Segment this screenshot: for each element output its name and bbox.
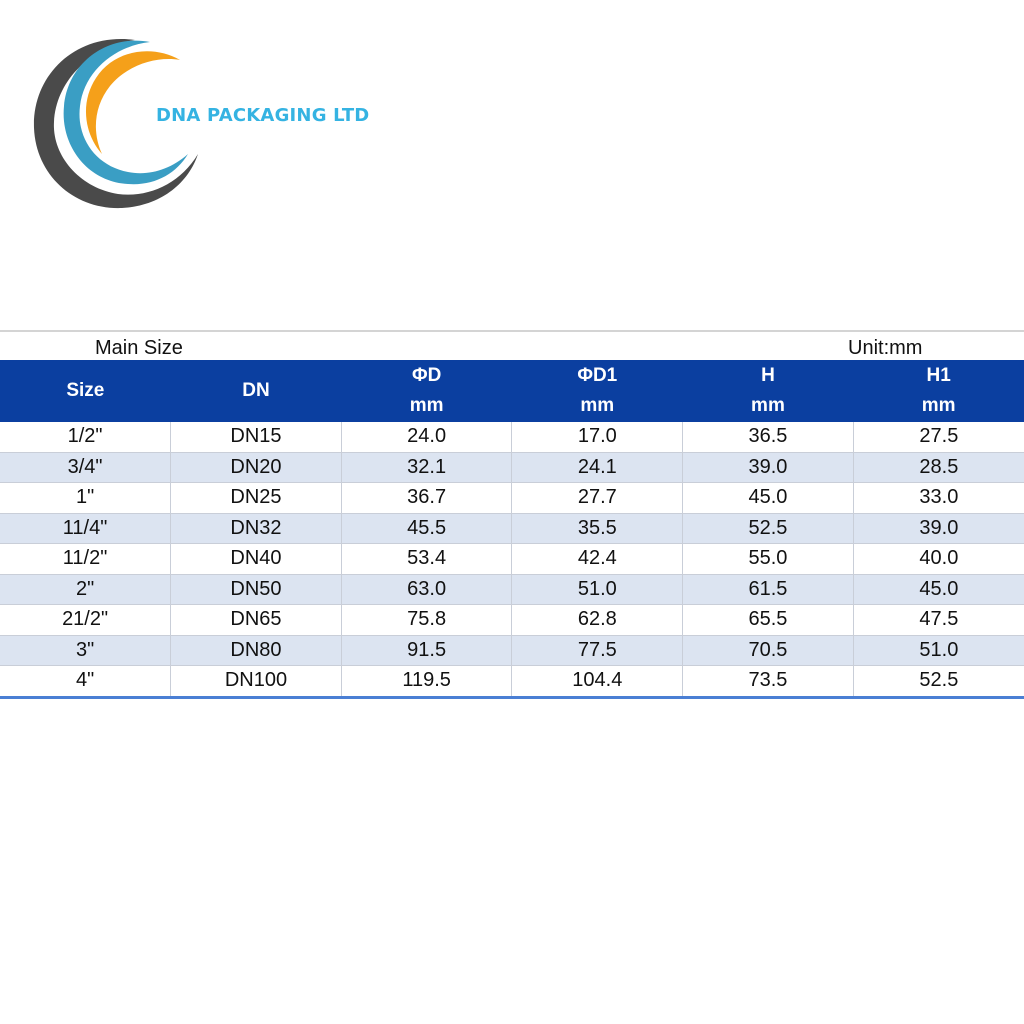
table-header-row: Size DN ΦD mm ΦD1 mm H mm H1 <box>0 360 1024 422</box>
cell-outer-diameter: 119.5 <box>340 665 512 697</box>
cell-height: 73.5 <box>682 665 854 697</box>
cell-height-h1: 39.0 <box>852 513 1024 544</box>
cell-height: 70.5 <box>682 635 854 666</box>
cell-dn: DN80 <box>170 635 342 666</box>
cell-height-h1: 52.5 <box>852 665 1024 697</box>
cell-height: 36.5 <box>682 422 854 452</box>
cell-size: 11/4" <box>62 516 108 539</box>
cell-height-h1: 40.0 <box>852 543 1024 574</box>
header-label: H1 <box>926 365 951 386</box>
cell-size: 3/4" <box>67 455 103 478</box>
cell-outer-diameter: 91.5 <box>340 635 512 666</box>
cell-outer-diameter: 63.0 <box>340 574 512 605</box>
cell-dn: DN32 <box>170 513 342 544</box>
cell-height: 61.5 <box>682 574 854 605</box>
header-unit: mm <box>409 395 444 416</box>
cell-height: 55.0 <box>682 543 854 574</box>
cell-dn: DN65 <box>170 604 342 635</box>
header-label: Size <box>66 380 105 401</box>
brand-name: DNA PACKAGING LTD <box>156 105 370 126</box>
table-row: 2" DN50 63.0 51.0 61.5 45.0 <box>0 574 1024 605</box>
cell-height: 39.0 <box>682 452 854 483</box>
cell-dn: DN20 <box>170 452 342 483</box>
cell-dn: DN100 <box>170 665 342 697</box>
table-row: 1/2" DN15 24.0 17.0 36.5 27.5 <box>0 422 1024 452</box>
header-outer-diameter: ΦD mm <box>341 360 512 422</box>
cell-outer-diameter: 45.5 <box>340 513 512 544</box>
header-label: ΦD1 <box>577 365 618 386</box>
table-row: 11/4" DN32 45.5 35.5 52.5 39.0 <box>0 513 1024 544</box>
cell-diameter-d1: 51.0 <box>511 574 683 605</box>
header-dn: DN <box>171 360 342 422</box>
cell-outer-diameter: 53.4 <box>340 543 512 574</box>
header-label: ΦD <box>411 365 442 386</box>
cell-outer-diameter: 24.0 <box>340 422 512 452</box>
header-height-h1: H1 mm <box>853 360 1024 422</box>
cell-diameter-d1: 17.0 <box>511 422 683 452</box>
table-body: 1/2" DN15 24.0 17.0 36.5 27.5 3/4" DN20 32.1 24.1… <box>0 422 1024 697</box>
table-row: 11/2" DN40 53.4 42.4 55.0 40.0 <box>0 543 1024 574</box>
cell-height-h1: 28.5 <box>852 452 1024 483</box>
table-row: 3" DN80 91.5 77.5 70.5 51.0 <box>0 635 1024 666</box>
header-unit: mm <box>921 395 956 416</box>
cell-dn: DN25 <box>170 482 342 513</box>
cell-height-h1: 45.0 <box>852 574 1024 605</box>
cell-height-h1: 51.0 <box>852 635 1024 666</box>
cell-size: 1/2" <box>67 425 103 448</box>
cell-height-h1: 27.5 <box>852 422 1024 452</box>
cell-size: 1" <box>75 486 95 509</box>
table-caption-row: Main Size Unit:mm <box>0 330 1024 360</box>
header-unit: mm <box>580 395 615 416</box>
header-size: Size <box>0 360 171 422</box>
cell-diameter-d1: 24.1 <box>511 452 683 483</box>
logo-orange-crescent <box>85 51 180 154</box>
table-caption-main-size: Main Size <box>95 337 183 359</box>
cell-height: 65.5 <box>682 604 854 635</box>
header-label: DN <box>242 380 270 401</box>
header-label: H <box>761 365 775 386</box>
cell-diameter-d1: 104.4 <box>511 665 683 697</box>
cell-outer-diameter: 32.1 <box>340 452 512 483</box>
cell-diameter-d1: 77.5 <box>511 635 683 666</box>
cell-size: 4" <box>75 669 95 692</box>
spec-table-section: Main Size Unit:mm Size DN ΦD mm ΦD1 mm <box>0 330 1024 699</box>
table-row: 1" DN25 36.7 27.7 45.0 33.0 <box>0 482 1024 513</box>
cell-dn: DN50 <box>170 574 342 605</box>
cell-dn: DN40 <box>170 543 342 574</box>
header-unit: mm <box>751 395 785 416</box>
company-logo <box>33 39 199 209</box>
table-row: 3/4" DN20 32.1 24.1 39.0 28.5 <box>0 452 1024 483</box>
cell-diameter-d1: 62.8 <box>511 604 683 635</box>
table-row: 21/2" DN65 75.8 62.8 65.5 47.5 <box>0 604 1024 635</box>
cell-outer-diameter: 36.7 <box>340 482 512 513</box>
cell-size: 11/2" <box>62 547 108 570</box>
cell-height: 52.5 <box>682 513 854 544</box>
cell-size: 2" <box>75 577 95 600</box>
cell-diameter-d1: 42.4 <box>511 543 683 574</box>
table-row: 4" DN100 119.5 104.4 73.5 52.5 <box>0 665 1024 697</box>
cell-diameter-d1: 27.7 <box>511 482 683 513</box>
cell-diameter-d1: 35.5 <box>511 513 683 544</box>
dimension-table: Size DN ΦD mm ΦD1 mm H mm H1 <box>0 360 1024 699</box>
cell-height: 45.0 <box>682 482 854 513</box>
table-caption-unit: Unit:mm <box>848 337 923 359</box>
cell-dn: DN15 <box>170 422 342 452</box>
header-height: H mm <box>683 360 854 422</box>
cell-size: 21/2" <box>62 608 109 631</box>
header-diameter-d1: ΦD1 mm <box>512 360 683 422</box>
cell-size: 3" <box>75 638 95 661</box>
cell-height-h1: 47.5 <box>852 604 1024 635</box>
cell-outer-diameter: 75.8 <box>340 604 512 635</box>
cell-height-h1: 33.0 <box>852 482 1024 513</box>
